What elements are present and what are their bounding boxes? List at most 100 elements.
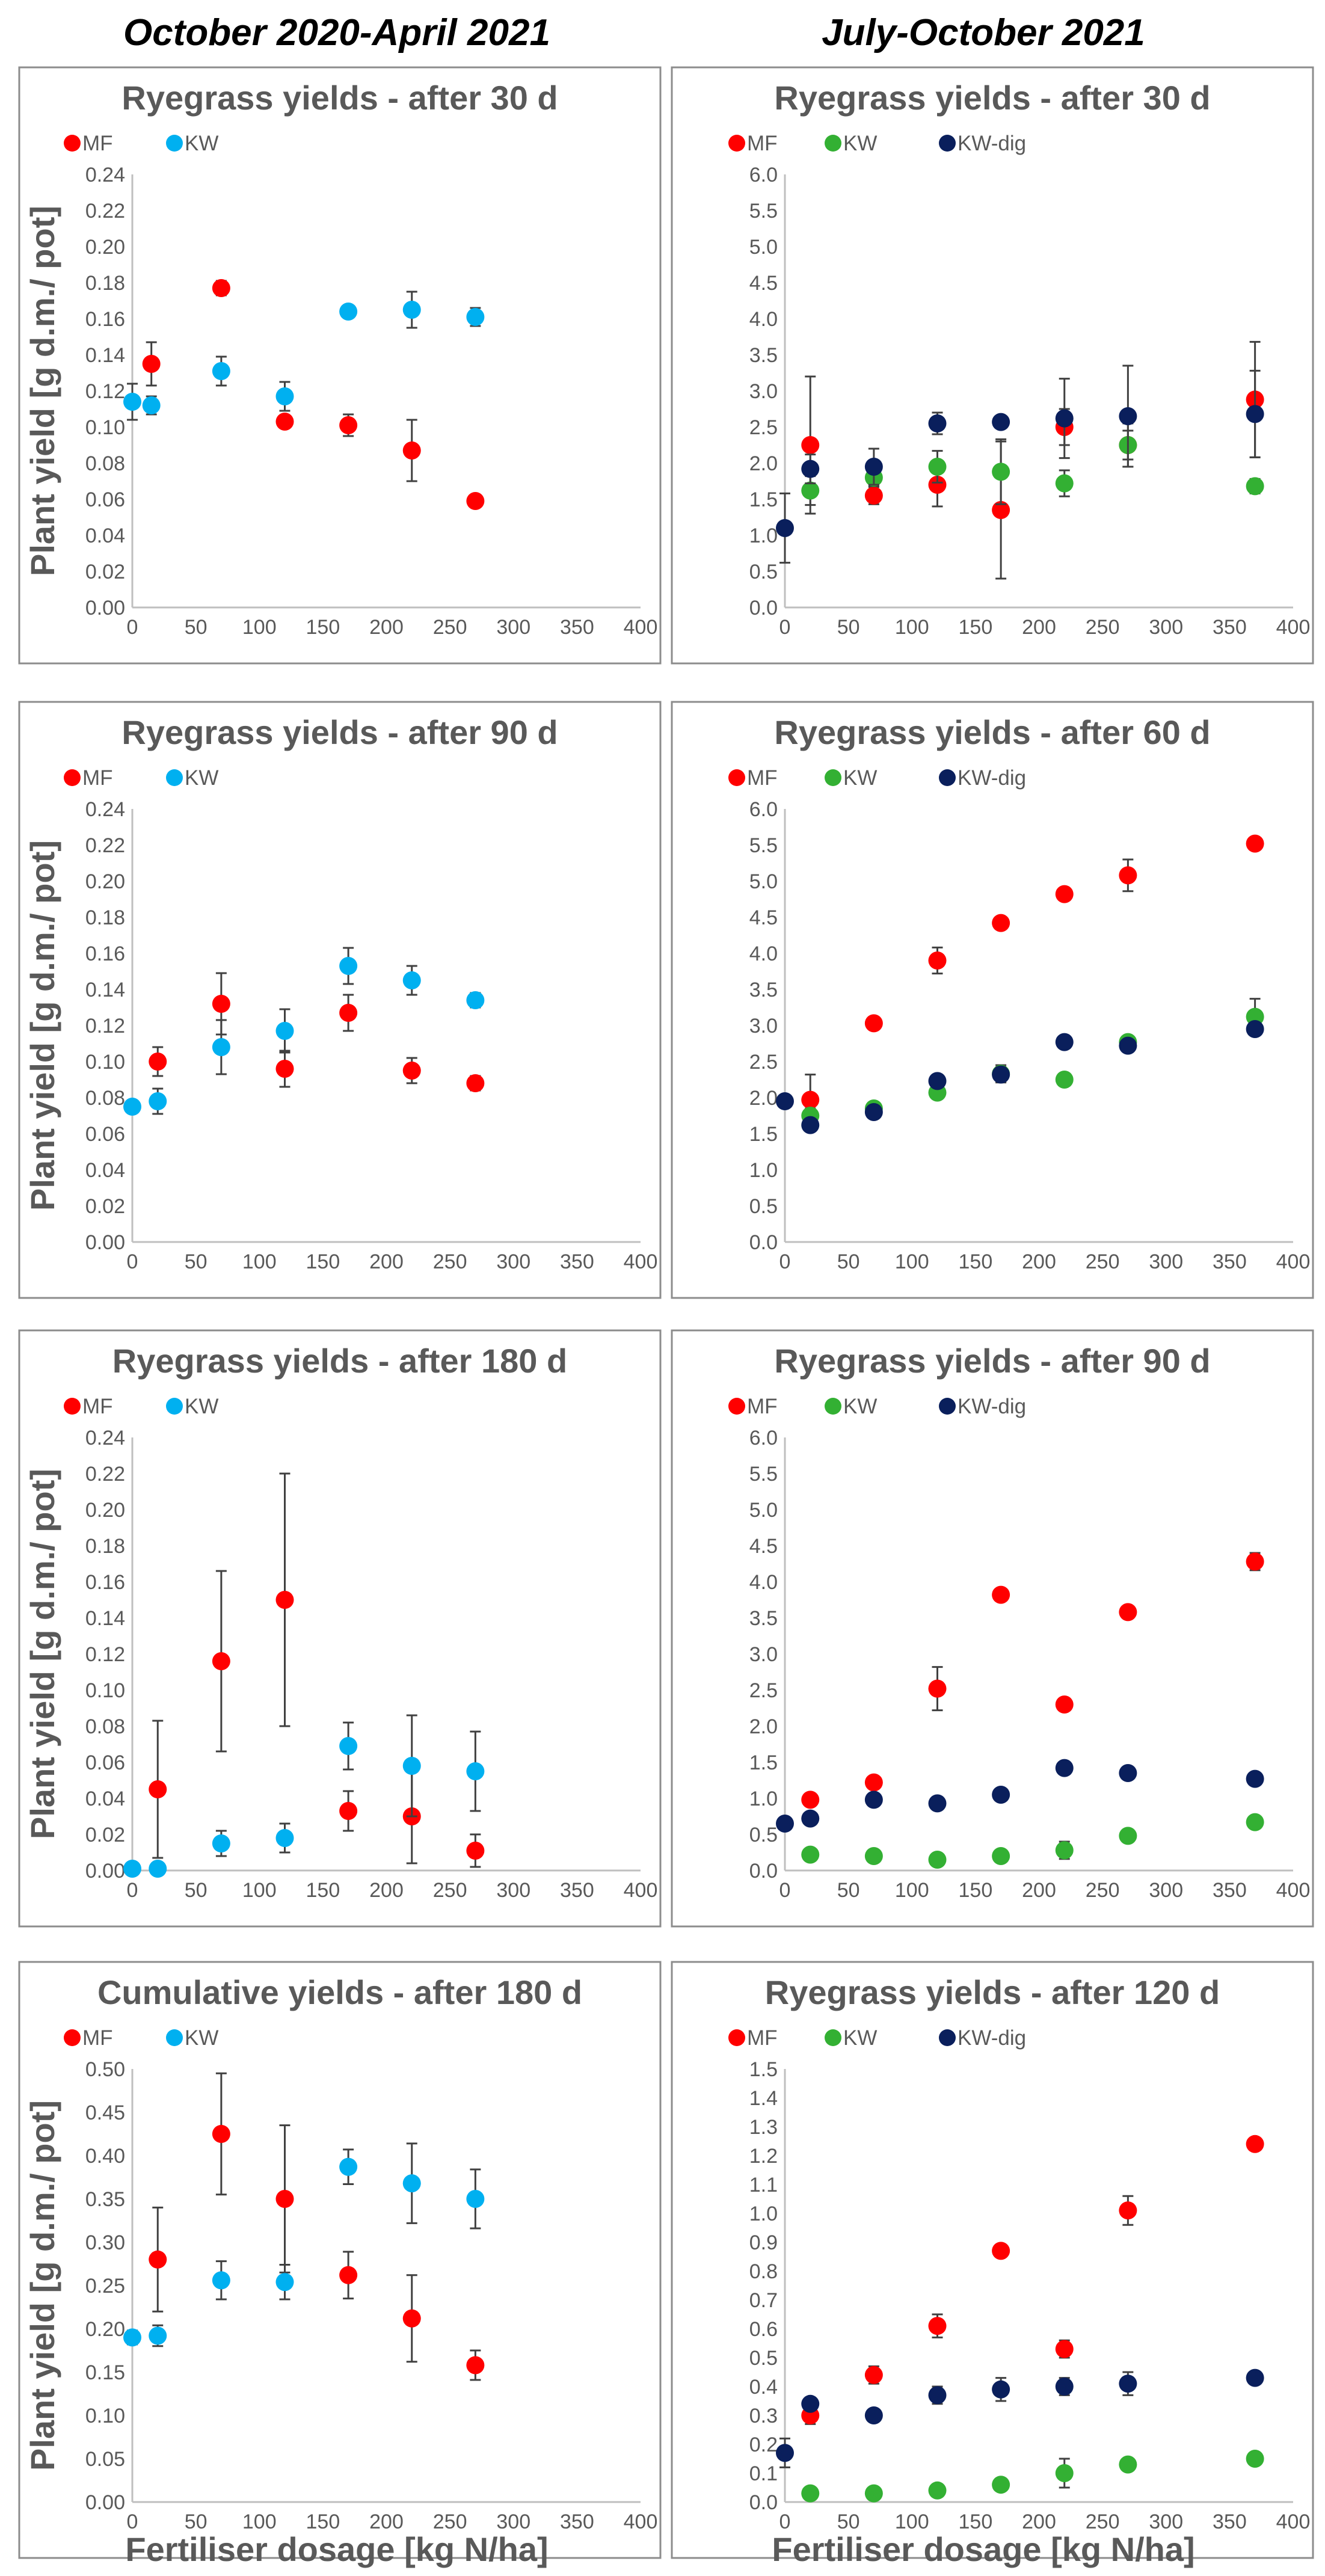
y-tick-label: 0.20 <box>85 2318 125 2341</box>
legend-label-kw-dig: KW-dig <box>958 2026 1026 2050</box>
chart-frame <box>18 1329 662 1928</box>
data-point-mf <box>801 436 820 454</box>
y-tick-label: 0.7 <box>749 2289 778 2312</box>
x-tick-label: 100 <box>895 1250 929 1273</box>
legend-label-mf: MF <box>82 2026 113 2050</box>
x-tick-label: 100 <box>895 1879 929 1902</box>
y-tick-label: 0.9 <box>749 2231 778 2254</box>
chart-panel-5: Ryegrass yields - after 180 d MF KW 0.00 0.0… <box>18 1329 662 1928</box>
y-tick-label: 0.10 <box>85 2405 125 2427</box>
y-tick-label: 4.0 <box>749 942 778 965</box>
data-point-kw <box>992 1847 1010 1865</box>
legend-label-kw: KW <box>185 2026 218 2050</box>
y-tick-label: 2.5 <box>749 1679 778 1702</box>
y-tick-label: 4.0 <box>749 1571 778 1594</box>
data-point-kw-dig <box>801 1809 820 1828</box>
series-kw <box>801 2450 1264 2503</box>
y-tick-label: 0.45 <box>85 2101 125 2124</box>
data-point-kw-dig <box>1055 1759 1074 1777</box>
y-tick-label: 0.06 <box>85 1751 125 1774</box>
x-tick-label: 300 <box>496 616 530 639</box>
x-tick-label: 0 <box>127 1250 138 1273</box>
y-tick-label: 0.3 <box>749 2405 778 2427</box>
data-point-mf <box>149 1780 167 1798</box>
legend-label-kw: KW <box>843 132 877 155</box>
data-point-mf <box>402 441 421 460</box>
legend-marker-kw <box>166 769 183 786</box>
data-point-kw-dig <box>864 1791 883 1809</box>
y-tick-label: 0.25 <box>85 2275 125 2298</box>
y-tick-label: 0.18 <box>85 1535 125 1558</box>
data-point-mf <box>864 1014 883 1033</box>
legend-label-kw: KW <box>185 1395 218 1418</box>
x-tick-label: 0 <box>779 2510 791 2533</box>
y-tick-label: 0.20 <box>85 1499 125 1522</box>
legend-marker-mf <box>64 769 81 786</box>
data-point-mf <box>212 2125 230 2143</box>
y-tick-label: 0.06 <box>85 488 125 511</box>
data-point-kw-dig <box>1119 2375 1137 2393</box>
x-tick-label: 400 <box>1276 2510 1311 2533</box>
data-point-mf <box>1119 1603 1137 1622</box>
chart-panel-8: Ryegrass yields - after 120 d MF KW KW-dig 0… <box>671 1961 1314 2559</box>
y-tick-label: 3.0 <box>749 1015 778 1037</box>
y-tick-label: 0.24 <box>85 798 125 821</box>
data-point-kw <box>275 387 294 405</box>
y-tick-label: 1.1 <box>749 2174 778 2196</box>
x-axis-label-right: Fertiliser dosage [kg N/ha] <box>772 2530 1194 2568</box>
data-point-mf <box>149 1053 167 1071</box>
x-tick-label: 250 <box>433 2510 467 2533</box>
y-tick-label: 0.04 <box>85 524 125 547</box>
series-kw-dig <box>776 2369 1264 2468</box>
y-tick-label: 1.2 <box>749 2145 778 2168</box>
data-point-mf <box>992 2242 1010 2260</box>
data-point-mf <box>402 2309 421 2328</box>
data-point-mf <box>992 1585 1010 1604</box>
x-tick-label: 250 <box>433 1250 467 1273</box>
data-point-kw <box>466 991 485 1009</box>
x-tick-label: 300 <box>1149 616 1183 639</box>
legend-label-mf: MF <box>82 766 113 790</box>
data-point-kw <box>339 2157 358 2176</box>
y-tick-label: 3.5 <box>749 344 778 367</box>
data-point-kw <box>1119 1827 1137 1845</box>
data-point-kw-dig <box>1055 2378 1074 2396</box>
data-point-kw <box>149 1092 167 1110</box>
y-tick-label: 0.16 <box>85 1571 125 1594</box>
y-tick-label: 1.0 <box>749 1159 778 1182</box>
data-point-mf <box>928 951 947 970</box>
data-point-mf <box>1246 834 1264 853</box>
x-tick-label: 250 <box>433 616 467 639</box>
y-tick-label: 4.5 <box>749 1535 778 1558</box>
data-point-kw <box>123 1860 141 1878</box>
y-tick-label: 0.15 <box>85 2361 125 2384</box>
y-tick-label: 2.5 <box>749 1051 778 1074</box>
y-tick-label: 0.18 <box>85 272 125 295</box>
legend-marker-kw-dig <box>939 2029 956 2046</box>
x-tick-label: 400 <box>1276 616 1311 639</box>
series-mf <box>801 1552 1264 1809</box>
data-point-mf <box>212 1652 230 1670</box>
data-point-mf <box>1055 1695 1074 1714</box>
x-tick-label: 300 <box>496 1250 530 1273</box>
y-tick-label: 0.12 <box>85 1015 125 1037</box>
legend-marker-mf <box>728 769 745 786</box>
y-tick-label: 1.3 <box>749 2116 778 2139</box>
series-kw <box>123 1714 485 1878</box>
data-point-kw-dig <box>864 1103 883 1121</box>
y-tick-label: 4.0 <box>749 308 778 331</box>
legend-marker-kw <box>825 1398 841 1415</box>
data-point-mf <box>1246 1552 1264 1571</box>
data-point-kw-dig <box>776 1092 794 1110</box>
legend-marker-kw-dig <box>939 769 956 786</box>
y-tick-label: 6.0 <box>749 164 778 186</box>
x-tick-label: 100 <box>242 2510 277 2533</box>
x-tick-label: 200 <box>369 616 404 639</box>
legend-marker-mf <box>728 2029 745 2046</box>
x-tick-label: 150 <box>306 1250 340 1273</box>
chart-frame <box>18 66 662 665</box>
y-tick-label: 5.0 <box>749 236 778 259</box>
x-tick-label: 300 <box>1149 1250 1183 1273</box>
legend-marker-kw <box>825 2029 841 2046</box>
